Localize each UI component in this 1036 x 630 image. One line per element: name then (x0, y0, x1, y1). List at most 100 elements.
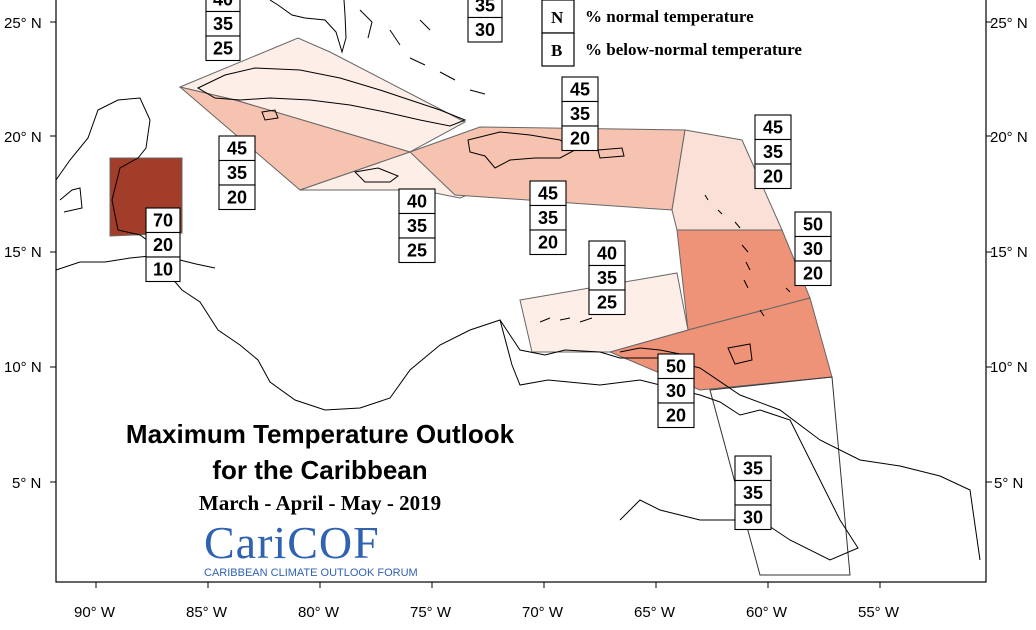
forecast-box: 40 35 25 (398, 188, 436, 264)
legend-text: % below-normal temperature (585, 40, 802, 59)
forecast-value: 35 (538, 208, 558, 228)
forecast-box: 70 20 10 (145, 207, 181, 283)
forecast-cell (218, 184, 256, 211)
forecast-box: 45 35 20 (529, 180, 567, 256)
forecast-cell (754, 163, 792, 190)
lat-label: 15° N (990, 244, 1028, 261)
coast-trinidad (727, 343, 753, 365)
forecast-cell (794, 260, 832, 287)
forecast-value: 30 (743, 508, 763, 528)
forecast-value: 45 (570, 80, 590, 100)
forecast-box: 45 35 20 (754, 114, 792, 190)
title-block: Maximum Temperature Outlook for the Cari… (126, 419, 515, 515)
forecast-value: 35 (763, 142, 783, 162)
map-title-line2: for the Caribbean (212, 455, 427, 485)
lon-label: 55° W (858, 604, 900, 621)
legend-key-box (541, 32, 575, 67)
forecast-value: 25 (597, 293, 617, 313)
coast-jamaica (353, 167, 400, 183)
forecast-value: 20 (803, 264, 823, 284)
coast-cuba (196, 67, 467, 127)
coast-south-america (499, 319, 859, 561)
forecast-cell (205, 35, 241, 62)
logo-wordmark: CariCOF (204, 517, 380, 568)
coast-puerto-rico (597, 147, 625, 159)
forecast-cell (467, 16, 503, 43)
forecast-value: 20 (227, 188, 247, 208)
forecast-value: 45 (763, 118, 783, 138)
forecast-value: 40 (597, 244, 617, 264)
forecast-value: 35 (743, 483, 763, 503)
forecast-value: 35 (227, 163, 247, 183)
forecast-value: 20 (153, 235, 173, 255)
forecast-cell (561, 76, 599, 103)
forecast-value: 70 (153, 211, 173, 231)
forecast-cell (145, 256, 181, 283)
coast-bahamas (359, 9, 486, 95)
lon-label: 70° W (522, 604, 564, 621)
forecast-cell (561, 100, 599, 127)
forecast-box: 40 35 25 (588, 240, 626, 316)
lon-label: 65° W (634, 604, 676, 621)
forecast-value: 30 (803, 239, 823, 259)
lat-label: 20° N (990, 129, 1028, 146)
lon-label: 60° W (746, 604, 788, 621)
lat-label: 5° N (994, 475, 1023, 492)
forecast-cell (754, 114, 792, 141)
forecast-value: 35 (213, 14, 233, 34)
map-title-line1: Maximum Temperature Outlook (126, 419, 515, 449)
coast-barbados (785, 287, 791, 293)
lon-label: 75° W (410, 604, 452, 621)
forecast-value: 40 (213, 0, 233, 10)
forecast-cell (529, 229, 567, 256)
forecast-value: 50 (803, 215, 823, 235)
forecast-value: 35 (407, 216, 427, 236)
forecast-value: 20 (763, 167, 783, 187)
coastlines (55, 0, 981, 561)
period-subtitle: March - April - May - 2019 (199, 491, 441, 515)
forecast-cell (529, 204, 567, 231)
coast-isle-of-youth (261, 109, 279, 121)
forecast-value: 20 (666, 406, 686, 426)
forecast-cell (657, 402, 695, 429)
forecast-cell (734, 504, 772, 531)
forecast-cell (588, 289, 626, 316)
forecast-value: 25 (407, 241, 427, 261)
forecast-value: 20 (570, 129, 590, 149)
coast-florida (269, 0, 347, 54)
forecast-value: 25 (213, 39, 233, 59)
forecast-cell (145, 231, 181, 258)
logo-tagline: CARIBBEAN CLIMATE OUTLOOK FORUM (204, 567, 418, 579)
coast-venezuela (619, 347, 681, 355)
caricof-logo: CariCOF CARIBBEAN CLIMATE OUTLOOK FORUM (204, 517, 418, 579)
forecast-value: 30 (475, 20, 495, 40)
forecast-value: 50 (666, 357, 686, 377)
lat-labels-left: 25° N 20° N 15° N 10° N 5° N (4, 15, 42, 492)
lon-labels: 90° W 85° W 80° W 75° W 70° W 65° W 60° … (74, 604, 900, 621)
legend-key: B (551, 41, 562, 60)
lat-label: 10° N (990, 359, 1028, 376)
coast-hispaniola (467, 131, 576, 169)
forecast-value: 35 (570, 104, 590, 124)
legend-text: % normal temperature (585, 7, 754, 26)
forecast-cell (754, 138, 792, 165)
forecast-value: 45 (227, 139, 247, 159)
lon-label: 85° W (186, 604, 228, 621)
axis-ticks (50, 21, 992, 588)
lat-label: 15° N (4, 244, 42, 261)
forecast-value: 30 (666, 381, 686, 401)
forecast-cell (794, 235, 832, 262)
forecast-cell (588, 240, 626, 267)
forecast-box: 40 35 25 (205, 0, 241, 62)
forecast-value: 45 (538, 184, 558, 204)
forecast-box: 50 30 20 (657, 353, 695, 429)
forecast-cell (734, 455, 772, 482)
legend: N % normal temperature B % below-normal … (541, 0, 802, 67)
forecast-value: 40 (407, 192, 427, 212)
forecast-cell (657, 377, 695, 404)
coast-honduras (55, 254, 216, 271)
coast-mexico-gulf (59, 187, 83, 213)
forecast-value: 20 (538, 233, 558, 253)
